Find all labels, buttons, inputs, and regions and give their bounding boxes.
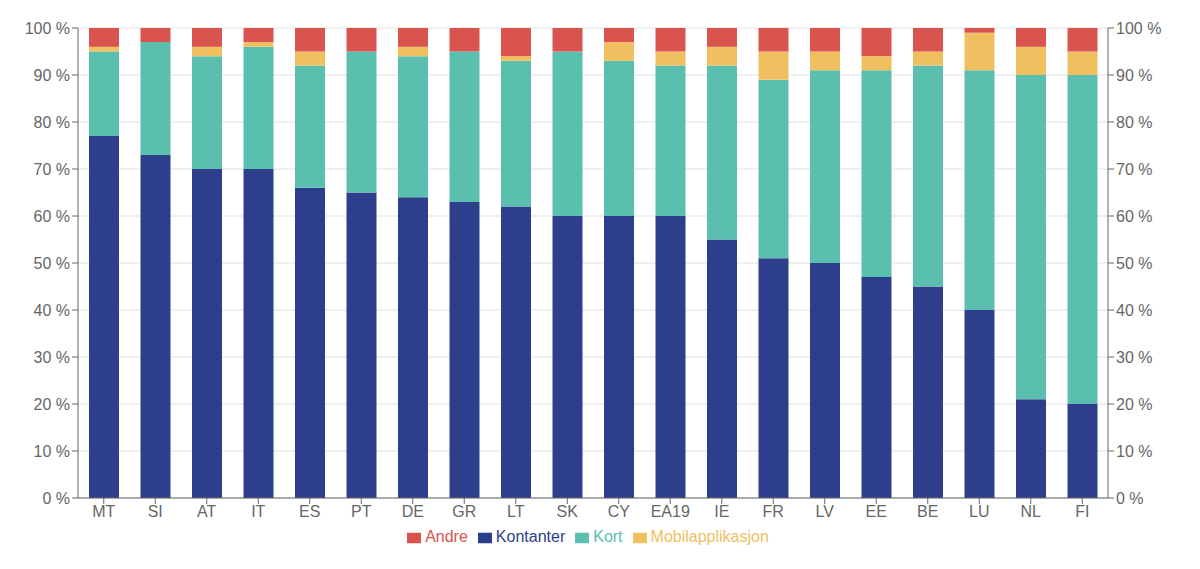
svg-text:EA19: EA19 <box>651 503 690 520</box>
svg-text:50 %: 50 % <box>1116 255 1152 272</box>
svg-text:100 %: 100 % <box>25 20 70 37</box>
svg-text:LT: LT <box>507 503 525 520</box>
svg-text:0 %: 0 % <box>42 490 70 507</box>
svg-text:10 %: 10 % <box>34 443 70 460</box>
svg-text:LU: LU <box>969 503 989 520</box>
svg-text:FI: FI <box>1075 503 1089 520</box>
svg-text:90 %: 90 % <box>1116 67 1152 84</box>
svg-text:30 %: 30 % <box>1116 349 1152 366</box>
svg-text:80 %: 80 % <box>1116 114 1152 131</box>
svg-text:80 %: 80 % <box>34 114 70 131</box>
html-text:Mobilapplikasjon: Mobilapplikasjon <box>650 528 769 545</box>
svg-text:IE: IE <box>714 503 729 520</box>
svg-text:30 %: 30 % <box>34 349 70 366</box>
svg-text:SK: SK <box>557 503 579 520</box>
svg-text:DE: DE <box>402 503 424 520</box>
svg-text:100 %: 100 % <box>1116 20 1161 37</box>
svg-text:40 %: 40 % <box>34 302 70 319</box>
svg-text:10 %: 10 % <box>1116 443 1152 460</box>
svg-text:40 %: 40 % <box>1116 302 1152 319</box>
html-text:Kort: Kort <box>593 528 623 545</box>
svg-text:MT: MT <box>92 503 115 520</box>
svg-text:BE: BE <box>917 503 938 520</box>
svg-text:CY: CY <box>608 503 631 520</box>
svg-text:AT: AT <box>197 503 216 520</box>
svg-text:IT: IT <box>251 503 265 520</box>
html-text:Andre: Andre <box>425 528 468 545</box>
svg-text:PT: PT <box>351 503 372 520</box>
html-text:Kontanter: Kontanter <box>495 528 566 545</box>
svg-text:NL: NL <box>1021 503 1042 520</box>
svg-text:70 %: 70 % <box>1116 161 1152 178</box>
svg-text:0 %: 0 % <box>1116 490 1144 507</box>
svg-text:ES: ES <box>299 503 320 520</box>
svg-text:50 %: 50 % <box>34 255 70 272</box>
svg-text:90 %: 90 % <box>34 67 70 84</box>
svg-text:SI: SI <box>148 503 163 520</box>
svg-text:FR: FR <box>763 503 784 520</box>
svg-text:60 %: 60 % <box>1116 208 1152 225</box>
svg-text:20 %: 20 % <box>34 396 70 413</box>
svg-text:20 %: 20 % <box>1116 396 1152 413</box>
svg-text:60 %: 60 % <box>34 208 70 225</box>
svg-text:70 %: 70 % <box>34 161 70 178</box>
svg-text:LV: LV <box>816 503 835 520</box>
svg-text:GR: GR <box>452 503 476 520</box>
svg-text:EE: EE <box>866 503 887 520</box>
